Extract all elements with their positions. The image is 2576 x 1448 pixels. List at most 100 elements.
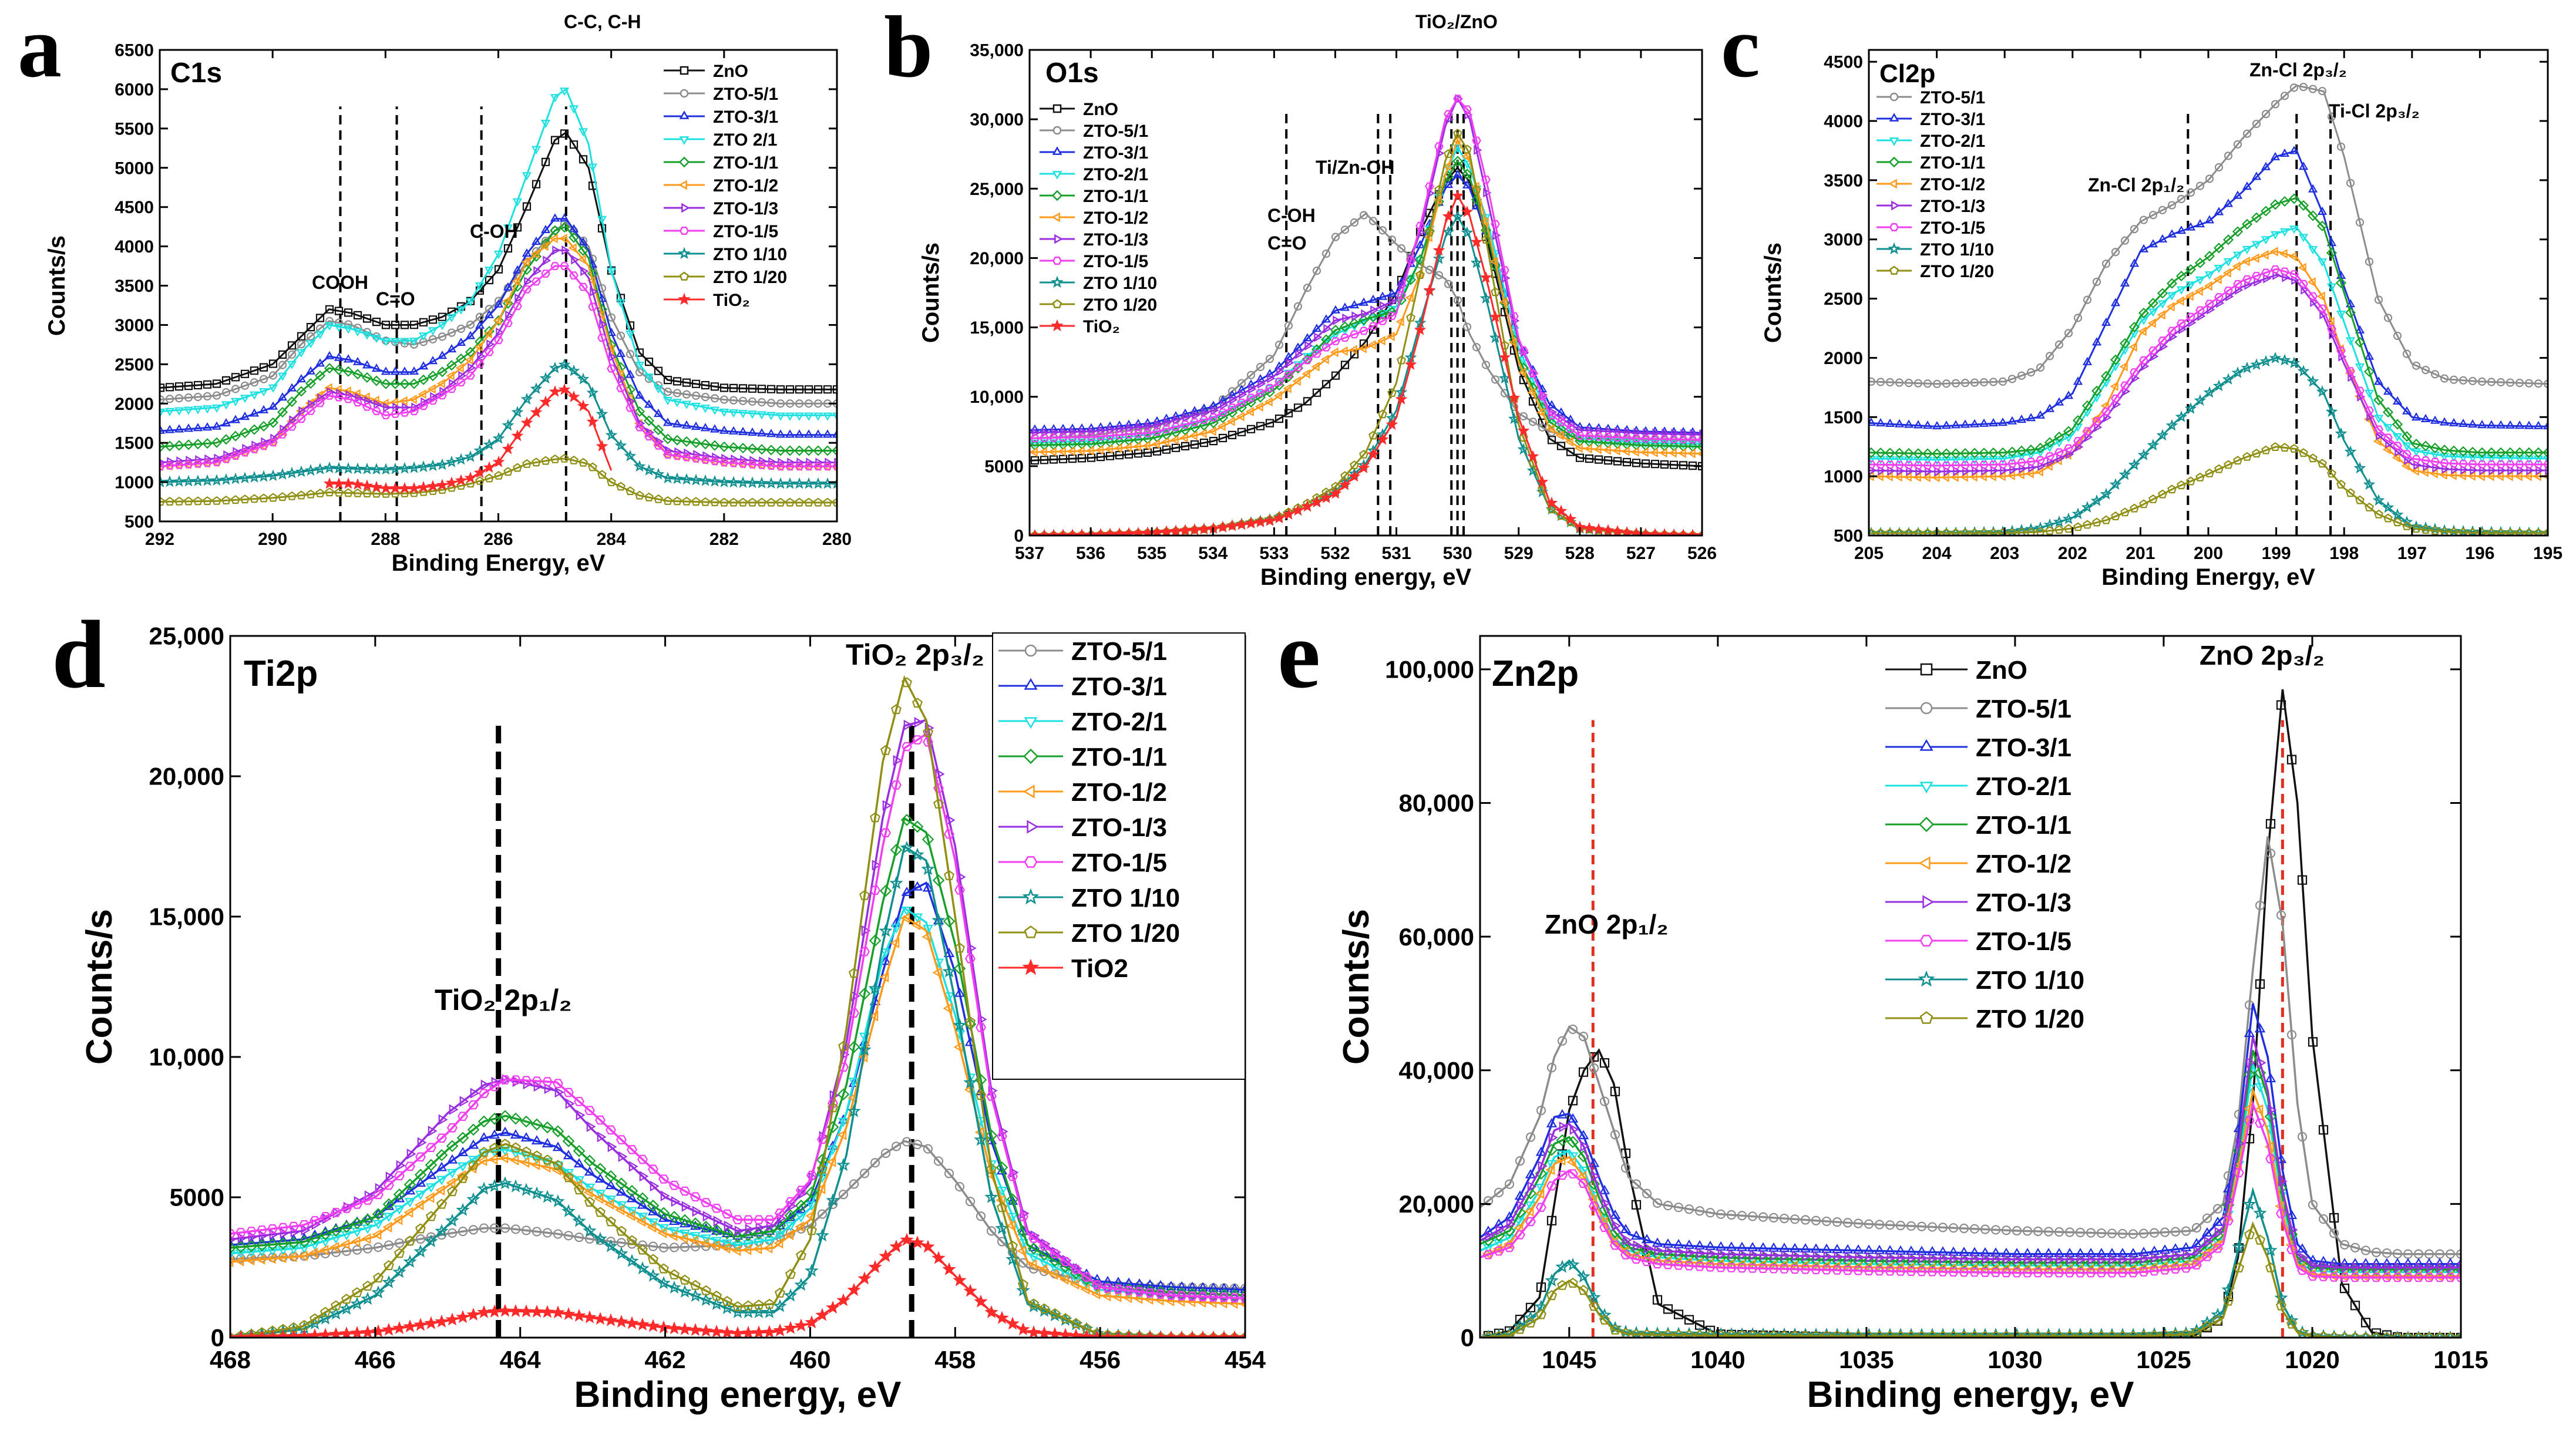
legend-label: ZTO-1/5 — [1920, 218, 1985, 238]
data-point — [468, 1139, 479, 1149]
data-point — [965, 954, 976, 964]
data-point — [2382, 1272, 2392, 1282]
data-point — [2355, 495, 2365, 504]
data-point — [731, 1245, 741, 1257]
data-point — [400, 409, 409, 417]
data-point — [2103, 412, 2112, 423]
y-tick-label: 25,000 — [970, 180, 1024, 199]
data-point — [493, 250, 504, 260]
data-point — [1876, 528, 1885, 536]
data-point — [1791, 1250, 1801, 1261]
data-point — [616, 348, 626, 357]
data-point — [2177, 480, 2186, 490]
data-point — [390, 338, 401, 346]
data-point — [584, 1166, 596, 1176]
data-point — [2148, 308, 2158, 317]
data-point — [350, 1326, 364, 1338]
data-point — [1273, 511, 1286, 524]
x-tick-label: 284 — [597, 530, 626, 549]
data-point — [1583, 444, 1592, 454]
data-point — [1896, 466, 1905, 476]
data-point — [2523, 472, 2532, 481]
data-point — [1842, 1265, 1853, 1275]
data-point — [832, 385, 837, 394]
data-point — [2254, 1023, 2266, 1033]
data-point — [608, 352, 617, 362]
data-point — [1660, 460, 1669, 469]
data-point — [1081, 1272, 1092, 1282]
data-point — [903, 719, 913, 731]
data-point — [406, 1149, 416, 1160]
data-point — [1330, 331, 1341, 340]
data-point — [415, 1177, 426, 1187]
data-point — [644, 399, 654, 408]
data-point — [372, 1272, 384, 1282]
data-point — [2442, 464, 2450, 474]
data-point — [1276, 366, 1285, 376]
x-tick-label: 292 — [145, 530, 174, 549]
data-point — [1865, 1252, 1875, 1263]
data-point — [1452, 144, 1463, 153]
data-point — [2373, 1262, 2383, 1273]
data-point — [2413, 460, 2422, 470]
data-point — [944, 1168, 954, 1178]
data-point — [542, 1077, 553, 1086]
data-point — [436, 479, 449, 491]
data-point — [1631, 1254, 1642, 1264]
data-point — [1592, 523, 1605, 535]
legend-label: ZTO-3/1 — [1071, 672, 1167, 701]
data-point — [1489, 310, 1502, 322]
data-point — [911, 820, 924, 833]
data-point — [804, 462, 813, 471]
data-point — [2448, 470, 2457, 480]
data-point — [2150, 351, 2159, 362]
data-point — [1007, 1240, 1018, 1251]
data-point — [2064, 1268, 2075, 1278]
data-point — [2308, 246, 2318, 255]
data-point — [838, 1040, 849, 1051]
data-point — [382, 1221, 392, 1233]
data-point — [2515, 528, 2524, 536]
data-point — [1997, 417, 2008, 426]
data-point — [230, 1330, 237, 1338]
series-line — [329, 388, 613, 490]
data-point — [910, 1235, 924, 1249]
data-point — [1876, 460, 1885, 469]
data-point — [747, 410, 758, 419]
data-point — [1006, 1193, 1019, 1205]
data-point — [944, 829, 954, 839]
data-point — [220, 473, 233, 485]
legend-label: ZnO — [1083, 100, 1118, 119]
data-point — [230, 1254, 236, 1264]
data-point — [404, 1198, 416, 1208]
data-point — [1274, 341, 1284, 349]
data-point — [309, 1241, 321, 1251]
x-tick-label: 202 — [2058, 544, 2087, 563]
data-point — [485, 348, 494, 356]
data-point — [607, 313, 616, 322]
data-point — [1557, 1036, 1568, 1046]
data-point — [1538, 1160, 1548, 1172]
data-point — [774, 477, 787, 489]
x-tick-label: 200 — [2194, 544, 2223, 563]
data-point — [2170, 1227, 2181, 1237]
data-point — [2138, 1228, 2149, 1238]
data-point — [586, 1121, 596, 1132]
data-point — [193, 406, 203, 415]
data-point — [2013, 1254, 2023, 1265]
data-point — [583, 1187, 593, 1198]
data-point — [2054, 439, 2064, 447]
data-point — [510, 1129, 522, 1139]
data-point — [257, 1225, 267, 1235]
data-point — [1350, 218, 1359, 227]
data-point — [1453, 296, 1462, 305]
data-point — [1303, 284, 1312, 292]
data-point — [2505, 455, 2516, 464]
data-point — [2035, 410, 2046, 419]
data-point — [1293, 342, 1303, 351]
data-point — [2197, 311, 2206, 321]
data-point — [837, 1088, 850, 1101]
data-point — [1162, 445, 1171, 454]
data-point — [2024, 1254, 2034, 1265]
